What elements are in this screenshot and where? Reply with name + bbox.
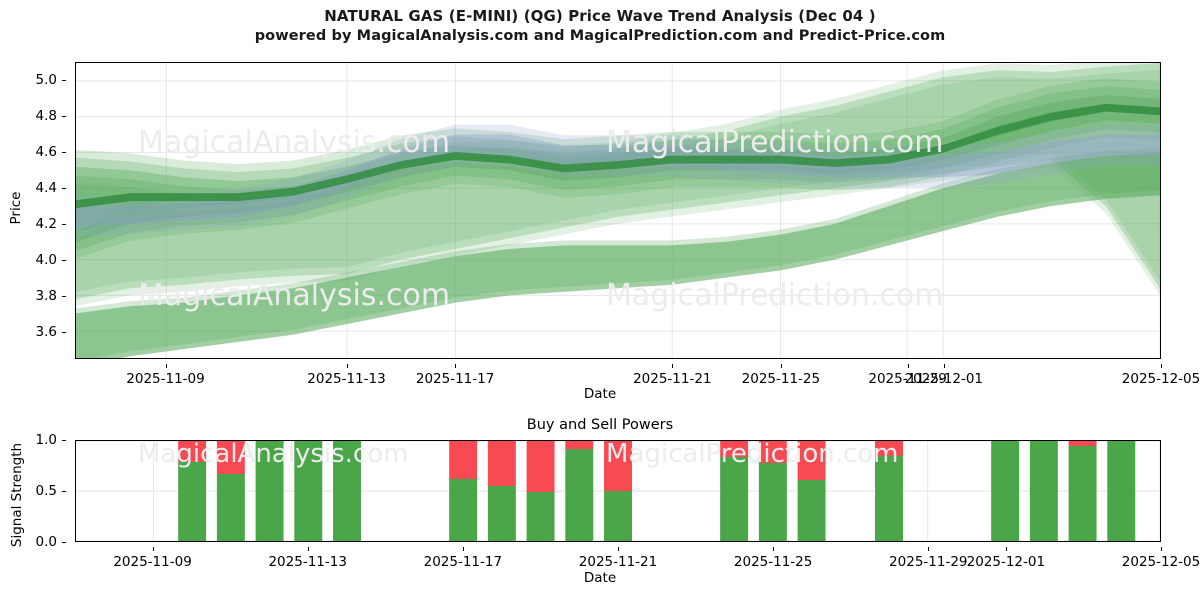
power-y-tick-label: 1.0 bbox=[35, 432, 57, 448]
chart-title-block: NATURAL GAS (E-MINI) (QG) Price Wave Tre… bbox=[0, 6, 1200, 46]
power-x-tick-mark bbox=[1161, 547, 1162, 551]
power-x-tick-label: 2025-12-05 bbox=[1121, 554, 1200, 570]
power-x-tick-mark bbox=[307, 547, 309, 551]
power-x-tick-mark bbox=[1005, 547, 1007, 551]
power-x-tick-mark bbox=[152, 547, 154, 551]
price-x-tick-label: 2025-11-09 bbox=[126, 371, 205, 387]
power-x-tick-label: 2025-11-21 bbox=[578, 554, 658, 570]
buy-sell-powers-svg bbox=[76, 441, 1160, 541]
power-x-tick-mark bbox=[773, 547, 775, 551]
price-y-tick-label: 4.4 bbox=[35, 180, 57, 196]
price-y-tick-label: 5.0 bbox=[35, 72, 57, 88]
power-x-tick-label: 2025-12-01 bbox=[966, 554, 1046, 570]
price-y-tick-label: 3.6 bbox=[35, 324, 57, 340]
page-subtitle: powered by MagicalAnalysis.com and Magic… bbox=[254, 28, 946, 44]
price-y-tick-mark bbox=[62, 152, 66, 153]
power-x-tick-label: 2025-11-29 bbox=[889, 554, 968, 570]
price-x-tick-label: 2025-11-21 bbox=[633, 371, 712, 387]
price-y-tick-label: 3.8 bbox=[35, 288, 57, 304]
price-y-tick-mark bbox=[62, 188, 66, 189]
power-y-tick-mark bbox=[62, 542, 66, 543]
price-x-tick-mark bbox=[1161, 364, 1162, 368]
price-x-axis-label: Date bbox=[583, 386, 617, 402]
buy-sell-powers-plot: MagicalAnalysis.com MagicalPrediction.co… bbox=[75, 440, 1161, 542]
price-y-tick-mark bbox=[62, 260, 66, 261]
price-x-tick-label: 2025-12-05 bbox=[1121, 371, 1200, 387]
price-x-tick-mark bbox=[346, 364, 348, 368]
power-x-tick-label: 2025-11-09 bbox=[113, 554, 192, 570]
price-y-axis-label: Price bbox=[8, 191, 24, 225]
price-x-tick-mark bbox=[672, 364, 674, 368]
price-y-tick-mark bbox=[62, 116, 66, 117]
price-y-tick-mark bbox=[62, 296, 66, 297]
price-wave-chart-plot: MagicalAnalysis.com MagicalPrediction.co… bbox=[75, 62, 1161, 359]
power-x-axis-label: Date bbox=[583, 570, 617, 586]
price-wave-svg bbox=[76, 63, 1160, 358]
price-x-tick-label: 2025-12-01 bbox=[904, 371, 984, 387]
price-y-tick-mark bbox=[62, 332, 66, 333]
power-x-tick-label: 2025-11-13 bbox=[268, 554, 347, 570]
power-y-axis-label: Signal Strength bbox=[9, 442, 25, 548]
price-y-tick-mark bbox=[62, 80, 66, 81]
price-x-tick-label: 2025-11-13 bbox=[307, 371, 386, 387]
page-title: NATURAL GAS (E-MINI) (QG) Price Wave Tre… bbox=[324, 7, 876, 25]
price-x-tick-mark bbox=[780, 364, 782, 368]
price-y-tick-label: 4.8 bbox=[35, 108, 57, 124]
price-y-tick-label: 4.6 bbox=[35, 144, 57, 160]
power-y-tick-mark bbox=[62, 440, 66, 441]
price-y-tick-label: 4.0 bbox=[35, 252, 57, 268]
power-x-tick-mark bbox=[928, 547, 930, 551]
price-x-tick-label: 2025-11-17 bbox=[415, 371, 495, 387]
price-x-tick-mark bbox=[165, 364, 167, 368]
price-x-tick-label: 2025-11-29 bbox=[868, 371, 947, 387]
price-x-tick-mark bbox=[455, 364, 457, 368]
power-x-tick-label: 2025-11-17 bbox=[423, 554, 503, 570]
power-x-tick-mark bbox=[618, 547, 619, 551]
power-x-axis-ticks: 2025-11-09 2025-11-13 2025-11-17 2025-11-21… bbox=[75, 547, 1200, 570]
power-y-tick-label: 0.0 bbox=[35, 534, 57, 550]
power-chart-title: Buy and Sell Powers bbox=[526, 417, 674, 433]
price-y-axis-ticks: 3.6 3.8 4.0 4.2 4.4 4.6 4.8 5.0 bbox=[0, 62, 66, 359]
power-x-tick-mark bbox=[462, 547, 464, 551]
power-y-tick-label: 0.5 bbox=[35, 483, 57, 499]
price-x-tick-mark bbox=[943, 364, 945, 368]
power-y-axis-ticks: 0.0 0.5 1.0 bbox=[0, 432, 66, 550]
price-x-tick-mark bbox=[907, 364, 909, 368]
price-y-tick-label: 4.2 bbox=[35, 216, 57, 232]
price-y-tick-mark bbox=[62, 224, 66, 225]
power-x-tick-label: 2025-11-25 bbox=[733, 554, 813, 570]
price-x-axis-ticks: 2025-11-09 2025-11-13 2025-11-17 2025-11-21… bbox=[75, 364, 1200, 387]
power-y-tick-mark bbox=[62, 491, 66, 492]
price-x-tick-label: 2025-11-25 bbox=[741, 371, 821, 387]
